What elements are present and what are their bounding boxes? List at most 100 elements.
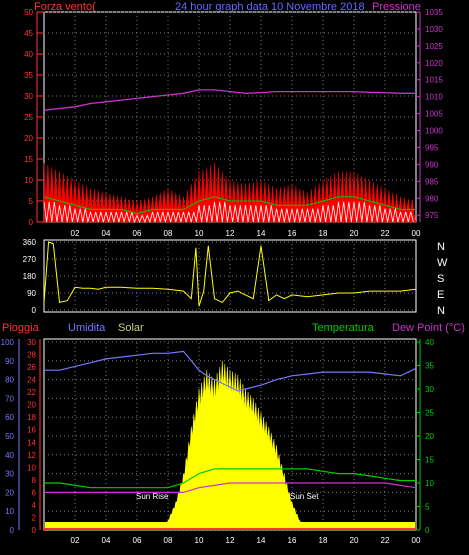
hour-tick-label: 12 [226, 536, 235, 545]
hour-tick-label: 00 [412, 536, 421, 545]
temperature-tick-label: 20 [425, 432, 434, 441]
wind-tick-label: 20 [24, 134, 33, 143]
sunrise-label: Sun Rise [136, 492, 169, 501]
direction-tick-label: 360 [23, 238, 37, 247]
pressure-tick-label: 1035 [425, 8, 443, 17]
pressure-tick-label: 1000 [425, 127, 443, 136]
humidity-series [44, 350, 417, 392]
humidity-tick-label: 90 [5, 357, 14, 366]
pressure-tick-label: 1025 [425, 42, 443, 51]
humidity-tick-label: 70 [5, 394, 14, 403]
hour-tick-label: 18 [319, 229, 328, 238]
temperature-tick-label: 5 [425, 503, 430, 512]
pressure-tick-label: 1005 [425, 110, 443, 119]
wind-tick-label: 10 [24, 176, 33, 185]
hour-tick-label: 10 [195, 536, 204, 545]
temperature-tick-label: 25 [425, 409, 434, 418]
humidity-tick-label: 30 [5, 470, 14, 479]
hour-tick-label: 12 [226, 229, 235, 238]
dewpoint-series [44, 482, 417, 493]
rain-tick-label: 2 [32, 513, 37, 522]
compass-w: W [437, 257, 448, 269]
pressure-tick-label: 1030 [425, 25, 443, 34]
rain-tick-label: 8 [32, 476, 37, 485]
rain-tick-label: 26 [27, 363, 36, 372]
rain-tick-label: 22 [27, 388, 36, 397]
hour-tick-label: 18 [319, 536, 328, 545]
compass-n-top: N [437, 241, 445, 253]
dewpoint-axis-title: Dew Point (°C) [392, 322, 465, 334]
hour-tick-label: 14 [257, 536, 266, 545]
wind-average-series [43, 196, 416, 215]
humidity-tick-label: 40 [5, 451, 14, 460]
hour-tick-label: 20 [350, 229, 359, 238]
hour-tick-label: 00 [412, 229, 421, 238]
rain-tick-label: 12 [27, 451, 36, 460]
wind-direction-panel: 0 90 180 270 360 [23, 238, 417, 315]
rain-tick-label: 10 [27, 463, 36, 472]
hour-tick-label: 22 [381, 229, 390, 238]
rain-tick-label: 24 [27, 376, 36, 385]
wind-tick-label: 45 [24, 29, 33, 38]
humidity-tick-label: 10 [5, 507, 14, 516]
hour-tick-label: 08 [164, 229, 173, 238]
solar-series [44, 360, 416, 531]
temperature-tick-label: 35 [425, 362, 434, 371]
hour-tick-label: 16 [288, 536, 297, 545]
humidity-tick-label: 80 [5, 376, 14, 385]
hour-tick-label: 02 [71, 536, 80, 545]
humidity-temp-panel: 0102030405060708090100024681012141618202… [1, 338, 435, 545]
direction-tick-label: 270 [23, 255, 37, 264]
direction-tick-label: 90 [27, 289, 36, 298]
temperature-series [44, 468, 416, 489]
rain-axis-title: Pioggia [2, 322, 40, 334]
pressure-tick-label: 995 [425, 143, 439, 152]
hour-tick-label: 04 [102, 229, 111, 238]
pressure-series [43, 89, 416, 111]
wind-tick-label: 30 [24, 92, 33, 101]
compass-s: S [437, 273, 444, 285]
rain-tick-label: 14 [27, 438, 36, 447]
rain-tick-label: 6 [32, 488, 37, 497]
hour-tick-label: 16 [288, 229, 297, 238]
hour-tick-label: 08 [164, 536, 173, 545]
hour-tick-label: 20 [350, 536, 359, 545]
hour-tick-label: 06 [133, 229, 142, 238]
rain-tick-label: 16 [27, 426, 36, 435]
humidity-tick-label: 100 [1, 338, 15, 347]
wind-axis-title: Forza vento( [34, 1, 96, 13]
pressure-tick-label: 1015 [425, 76, 443, 85]
wind-tick-label: 0 [29, 218, 34, 227]
rain-tick-label: 28 [27, 351, 36, 360]
humidity-tick-label: 50 [5, 432, 14, 441]
hour-tick-label: 04 [102, 536, 111, 545]
pressure-tick-label: 975 [425, 211, 439, 220]
solar-axis-title: Solar [118, 322, 144, 334]
rain-tick-label: 0 [32, 526, 37, 535]
rain-tick-label: 30 [27, 338, 36, 347]
humidity-tick-label: 20 [5, 488, 14, 497]
rain-tick-label: 18 [27, 413, 36, 422]
sunset-label: Sun Set [290, 492, 319, 501]
temperature-tick-label: 10 [425, 479, 434, 488]
wind-direction-series [43, 241, 417, 307]
hour-tick-label: 10 [195, 229, 204, 238]
pressure-tick-label: 1020 [425, 59, 443, 68]
hour-tick-label: 14 [257, 229, 266, 238]
compass-e: E [437, 289, 444, 301]
compass-n-bottom: N [437, 305, 445, 317]
hour-tick-label: 02 [71, 229, 80, 238]
humidity-axis-title: Umidita [68, 322, 106, 334]
chart-title: 24 hour graph data 10 Novembre 2018 [175, 1, 365, 13]
wind-pressure-panel: 0510152025303540455097598098599099510001… [24, 8, 443, 238]
hour-tick-label: 06 [133, 536, 142, 545]
pressure-axis-title: Pressione [372, 1, 421, 13]
pressure-tick-label: 1010 [425, 93, 443, 102]
direction-tick-label: 180 [23, 272, 37, 281]
wind-tick-label: 15 [24, 155, 33, 164]
humidity-tick-label: 0 [10, 526, 15, 535]
wind-tick-label: 40 [24, 50, 33, 59]
wind-tick-label: 35 [24, 71, 33, 80]
direction-tick-label: 0 [32, 306, 37, 315]
